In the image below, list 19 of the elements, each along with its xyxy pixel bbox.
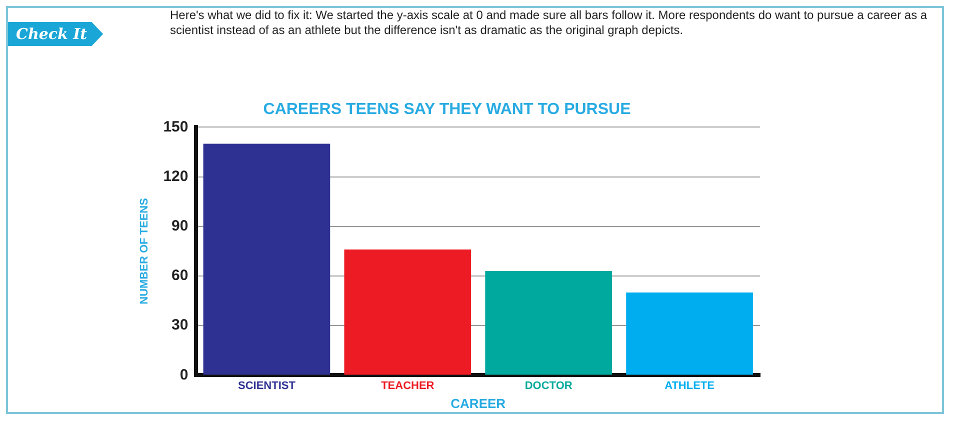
y-tick-label: 120 [163, 168, 188, 185]
y-tick-label: 30 [172, 316, 188, 334]
x-tick-label: TEACHER [381, 380, 434, 392]
text: Here's what we did to fix it: We started the y-axis scale at 0 and made sure all bars follow it. More respondents do want to pursue a career as a scientist instead of as an athlete but the difference isn't as dramatic as the original graph depicts. [170, 8, 928, 38]
y-axis-title: NUMBER OF TEENS [138, 198, 151, 304]
x-tick-label: SCIENTIST [238, 380, 296, 392]
bar [203, 144, 330, 375]
text: Check It [8, 22, 104, 46]
bar [485, 271, 612, 375]
chart-title: CAREERS TEENS SAY THEY WANT TO PURSUE [263, 101, 632, 118]
y-tick-label: 90 [172, 218, 188, 235]
x-axis-title: CAREER [450, 396, 506, 411]
y-tick-label: 60 [172, 267, 188, 284]
x-tick-label: ATHLETE [664, 380, 714, 392]
y-tick-label: 0 [180, 366, 188, 384]
bar [344, 250, 472, 375]
bar [626, 292, 753, 375]
y-tick-label: 150 [163, 118, 188, 136]
x-tick-label: DOCTOR [524, 380, 572, 392]
